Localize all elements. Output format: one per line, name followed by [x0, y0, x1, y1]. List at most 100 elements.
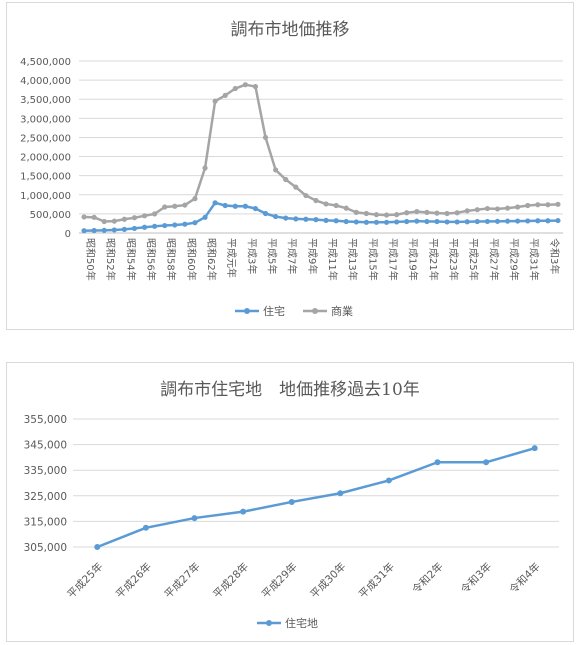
data-point: [414, 218, 420, 224]
data-point: [91, 214, 97, 220]
y-tick-label: 355,000: [24, 414, 67, 426]
x-tick-label: 昭和52年: [104, 238, 117, 281]
x-tick-label: 昭和56年: [145, 238, 158, 281]
chart-land-price-history: 調布市地価推移 0 500,000 1,000,000 1,500,000 2,000,…: [6, 2, 574, 330]
legend-label: 商業: [331, 304, 353, 318]
data-point: [121, 226, 127, 232]
data-point: [182, 221, 188, 227]
data-point: [424, 218, 430, 225]
data-point: [504, 218, 511, 224]
data-point: [444, 219, 450, 225]
x-tick-label: 昭和60年: [185, 238, 198, 281]
data-point: [494, 206, 501, 212]
data-point: [111, 218, 117, 224]
data-point: [353, 209, 359, 215]
data-point: [283, 215, 289, 221]
data-point: [94, 544, 101, 550]
data-point: [363, 219, 369, 225]
data-point: [531, 445, 538, 452]
y-tick-label: 4,000,000: [20, 76, 71, 87]
x-tick-label: 昭和58年: [165, 238, 178, 281]
data-point: [242, 203, 248, 209]
data-point: [232, 203, 238, 209]
data-point: [515, 204, 521, 210]
data-point: [434, 459, 441, 466]
data-point: [444, 210, 450, 217]
data-point: [343, 218, 349, 225]
data-point: [353, 219, 359, 225]
x-tick-label: 平成31年: [356, 560, 397, 601]
series-line-住宅地: [96, 446, 536, 549]
data-point: [434, 210, 440, 216]
x-tick-label: 平成元年: [225, 238, 238, 278]
data-point: [131, 215, 138, 221]
data-point: [424, 209, 430, 215]
x-tick-label: 平成9年: [306, 238, 319, 274]
x-tick-label: 平成3年: [245, 238, 258, 274]
data-point: [323, 217, 329, 223]
x-tick-label: 平成28年: [210, 560, 251, 601]
data-point: [202, 165, 208, 171]
x-tick-label: 令和2年: [409, 560, 445, 596]
data-point: [483, 459, 490, 466]
data-point: [383, 219, 390, 225]
data-point: [545, 202, 551, 208]
data-point: [303, 216, 309, 222]
y-tick-label: 305,000: [24, 542, 67, 554]
legend-marker: [312, 308, 318, 314]
data-point: [525, 218, 531, 224]
data-point: [313, 217, 319, 223]
x-tick-label: 平成26年: [113, 560, 154, 601]
data-point: [162, 222, 168, 229]
chart-title: 調布市地価推移: [230, 20, 350, 40]
y-tick-label: 345,000: [24, 440, 67, 452]
data-point: [293, 184, 299, 190]
data-point: [404, 210, 410, 216]
legend-marker: [266, 620, 272, 626]
data-point: [555, 201, 561, 207]
y-tick-label: 3,000,000: [20, 114, 71, 125]
data-point: [192, 196, 198, 202]
y-tick-label: 315,000: [24, 516, 67, 528]
y-tick-label: 335,000: [24, 465, 67, 477]
data-point: [252, 205, 259, 212]
data-point: [293, 216, 299, 222]
x-tick-label: 令和4年: [507, 560, 543, 596]
x-tick-label: 平成19年: [407, 238, 420, 281]
chart-residential-10yr: 調布市住宅地 地価推移過去10年 305,000 315,000 325,000 33…: [6, 362, 574, 642]
y-tick-label: 1,500,000: [20, 172, 71, 183]
data-point: [535, 218, 541, 224]
x-tick-label: 平成27年: [162, 560, 203, 601]
x-tick-label: 平成13年: [346, 238, 359, 281]
y-tick-label: 4,500,000: [20, 57, 71, 68]
data-point: [454, 219, 460, 225]
data-point: [373, 212, 380, 218]
y-tick-label: 2,000,000: [20, 153, 71, 164]
data-point: [131, 225, 138, 232]
data-point: [288, 498, 295, 505]
data-point: [484, 218, 490, 225]
data-point: [454, 210, 460, 216]
data-point: [240, 508, 247, 515]
data-point: [172, 203, 178, 209]
data-point: [111, 227, 117, 233]
data-point: [152, 223, 158, 229]
x-tick-label: 平成5年: [266, 238, 279, 274]
x-tick-label: 平成7年: [286, 238, 299, 274]
data-point: [515, 218, 521, 224]
data-point: [81, 214, 87, 220]
x-tick-label: 昭和62年: [205, 238, 218, 281]
data-point: [385, 477, 392, 484]
x-tick-label: 平成29年: [508, 238, 521, 281]
x-tick-label: 平成25年: [64, 560, 105, 601]
data-point: [81, 228, 87, 234]
data-point: [313, 197, 319, 204]
data-point: [121, 216, 127, 222]
data-point: [142, 524, 149, 531]
data-point: [303, 192, 309, 199]
x-tick-label: 平成29年: [259, 560, 300, 601]
data-point: [212, 98, 218, 104]
y-tick-label: 2,500,000: [20, 133, 71, 144]
data-point: [162, 204, 168, 210]
data-point: [545, 218, 551, 224]
